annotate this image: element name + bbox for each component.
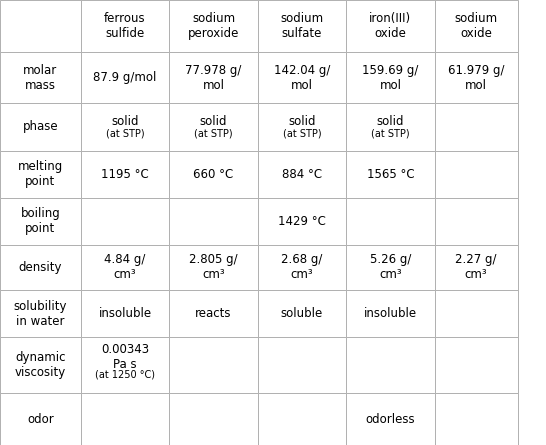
Bar bbox=[0, 150, 81, 198]
Bar bbox=[0, 198, 81, 245]
Bar bbox=[435, 337, 518, 393]
Bar bbox=[435, 198, 518, 245]
Bar bbox=[81, 337, 169, 393]
Text: soluble: soluble bbox=[281, 307, 323, 320]
Text: (at STP): (at STP) bbox=[283, 128, 321, 138]
Bar bbox=[258, 198, 346, 245]
Bar bbox=[169, 393, 258, 445]
Bar bbox=[0, 337, 81, 393]
Bar bbox=[435, 52, 518, 103]
Bar bbox=[81, 103, 169, 150]
Text: 0.00343
Pa s: 0.00343 Pa s bbox=[101, 344, 149, 371]
Text: 142.04 g/
mol: 142.04 g/ mol bbox=[274, 64, 330, 92]
Bar bbox=[346, 245, 435, 290]
Text: (at STP): (at STP) bbox=[371, 128, 410, 138]
Text: odor: odor bbox=[27, 413, 54, 426]
Bar bbox=[258, 52, 346, 103]
Text: 159.69 g/
mol: 159.69 g/ mol bbox=[362, 64, 419, 92]
Bar bbox=[435, 393, 518, 445]
Text: insoluble: insoluble bbox=[98, 307, 152, 320]
Text: 884 °C: 884 °C bbox=[282, 168, 322, 181]
Text: melting
point: melting point bbox=[18, 160, 63, 188]
Text: solid: solid bbox=[111, 115, 139, 128]
Bar bbox=[435, 245, 518, 290]
Bar bbox=[0, 245, 81, 290]
Bar bbox=[169, 103, 258, 150]
Text: density: density bbox=[19, 261, 62, 274]
Text: 61.979 g/
mol: 61.979 g/ mol bbox=[448, 64, 505, 92]
Text: 77.978 g/
mol: 77.978 g/ mol bbox=[185, 64, 242, 92]
Text: 1429 °C: 1429 °C bbox=[278, 215, 326, 228]
Text: solubility
in water: solubility in water bbox=[14, 299, 67, 328]
Bar bbox=[258, 290, 346, 337]
Text: dynamic
viscosity: dynamic viscosity bbox=[15, 351, 66, 379]
Bar bbox=[81, 198, 169, 245]
Bar bbox=[346, 103, 435, 150]
Text: solid: solid bbox=[288, 115, 316, 128]
Text: iron(III)
oxide: iron(III) oxide bbox=[369, 12, 412, 40]
Text: (at STP): (at STP) bbox=[106, 128, 144, 138]
Text: 5.26 g/
cm³: 5.26 g/ cm³ bbox=[370, 254, 411, 281]
Text: sodium
peroxide: sodium peroxide bbox=[188, 12, 239, 40]
Text: 2.68 g/
cm³: 2.68 g/ cm³ bbox=[281, 254, 323, 281]
Bar bbox=[258, 245, 346, 290]
Bar bbox=[169, 0, 258, 52]
Text: boiling
point: boiling point bbox=[21, 207, 60, 235]
Bar bbox=[346, 337, 435, 393]
Bar bbox=[169, 150, 258, 198]
Bar bbox=[0, 52, 81, 103]
Bar bbox=[346, 52, 435, 103]
Bar bbox=[0, 103, 81, 150]
Text: sodium
oxide: sodium oxide bbox=[455, 12, 497, 40]
Bar bbox=[169, 337, 258, 393]
Text: molar
mass: molar mass bbox=[23, 64, 57, 92]
Bar bbox=[169, 198, 258, 245]
Bar bbox=[346, 198, 435, 245]
Text: (at STP): (at STP) bbox=[194, 128, 233, 138]
Bar bbox=[258, 337, 346, 393]
Bar bbox=[81, 290, 169, 337]
Bar bbox=[435, 150, 518, 198]
Text: ferrous
sulfide: ferrous sulfide bbox=[104, 12, 146, 40]
Bar bbox=[81, 245, 169, 290]
Bar bbox=[258, 103, 346, 150]
Bar bbox=[0, 290, 81, 337]
Text: insoluble: insoluble bbox=[364, 307, 417, 320]
Bar bbox=[81, 52, 169, 103]
Bar bbox=[435, 0, 518, 52]
Bar bbox=[435, 103, 518, 150]
Bar bbox=[81, 0, 169, 52]
Text: phase: phase bbox=[22, 121, 58, 134]
Bar bbox=[81, 393, 169, 445]
Text: sodium
sulfate: sodium sulfate bbox=[281, 12, 323, 40]
Text: (at 1250 °C): (at 1250 °C) bbox=[95, 369, 155, 380]
Bar bbox=[0, 0, 81, 52]
Bar bbox=[346, 393, 435, 445]
Text: solid: solid bbox=[377, 115, 404, 128]
Bar bbox=[169, 290, 258, 337]
Text: 1195 °C: 1195 °C bbox=[101, 168, 149, 181]
Bar bbox=[346, 0, 435, 52]
Bar bbox=[258, 0, 346, 52]
Bar bbox=[0, 393, 81, 445]
Text: 4.84 g/
cm³: 4.84 g/ cm³ bbox=[104, 254, 146, 281]
Text: 1565 °C: 1565 °C bbox=[366, 168, 414, 181]
Bar bbox=[435, 290, 518, 337]
Text: 2.27 g/
cm³: 2.27 g/ cm³ bbox=[455, 254, 497, 281]
Bar bbox=[81, 150, 169, 198]
Bar bbox=[169, 245, 258, 290]
Text: solid: solid bbox=[200, 115, 227, 128]
Text: 87.9 g/mol: 87.9 g/mol bbox=[93, 71, 157, 84]
Bar bbox=[346, 150, 435, 198]
Text: odorless: odorless bbox=[366, 413, 415, 426]
Bar bbox=[346, 290, 435, 337]
Text: 660 °C: 660 °C bbox=[193, 168, 234, 181]
Bar bbox=[258, 150, 346, 198]
Text: reacts: reacts bbox=[195, 307, 232, 320]
Text: 2.805 g/
cm³: 2.805 g/ cm³ bbox=[189, 254, 238, 281]
Bar bbox=[258, 393, 346, 445]
Bar bbox=[169, 52, 258, 103]
